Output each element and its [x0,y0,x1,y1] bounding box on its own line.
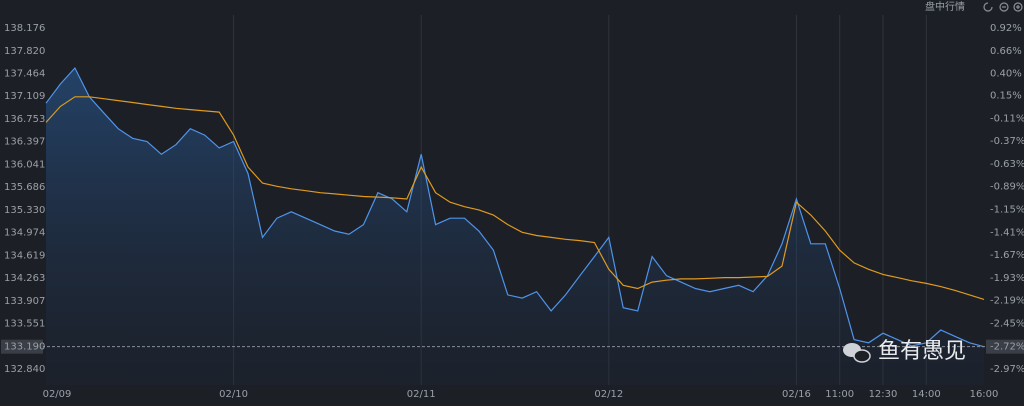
price-line [45,66,985,348]
x-tick-label: 02/10 [219,389,248,400]
y2-tick-label: 0.66% [990,46,1022,57]
last-pct-label: -2.72% [990,342,1024,353]
y2-tick-label: -2.19% [990,296,1024,307]
wechat-icon [843,343,871,363]
y-tick-label: 135.686 [4,182,45,193]
x-tick-label: 02/12 [594,389,623,400]
y-tick-label: 135.330 [4,205,45,216]
y-tick-label: 133.907 [4,296,45,307]
mode-label[interactable]: 盘中行情 [925,0,965,13]
x-tick-label: 14:00 [912,389,941,400]
toolbar-icons[interactable] [983,2,1023,12]
y-tick-label: 134.974 [4,228,45,239]
last-price-label: 133.190 [4,342,45,353]
y2-tick-label: -2.45% [990,318,1024,329]
y-tick-label: 136.753 [4,114,45,125]
y-tick-label: 136.041 [4,159,45,170]
y2-tick-label: -1.41% [990,227,1024,238]
x-tick-label: 02/16 [782,389,811,400]
y-tick-label: 137.109 [4,91,45,102]
y-tick-label: 137.820 [4,46,45,57]
y2-tick-label: -2.97% [990,364,1024,375]
y2-tick-label: -1.93% [990,273,1024,284]
y-tick-label: 134.619 [4,250,45,261]
y-tick-label: 134.263 [4,273,45,284]
price-area [46,68,984,385]
x-tick-label: 02/11 [407,389,436,400]
y-tick-label: 133.551 [4,319,45,330]
y2-tick-label: -0.63% [990,159,1024,170]
last-pct-box [986,339,1024,354]
x-tick-label: 02/09 [43,389,72,400]
y-tick-label: 138.176 [4,23,45,34]
y2-tick-label: -0.11% [990,113,1024,124]
y-tick-label: 137.464 [4,69,45,80]
y-tick-label: 132.840 [4,364,45,375]
y2-tick-label: 0.92% [990,23,1022,34]
y2-tick-label: -0.89% [990,182,1024,193]
y2-tick-label: -0.37% [990,136,1024,147]
y2-tick-label: 0.15% [990,91,1022,102]
x-tick-label: 11:00 [825,389,854,400]
watermark: 鱼有愚见 [878,339,966,364]
y2-tick-label: -1.15% [990,204,1024,215]
y2-tick-label: 0.40% [990,69,1022,80]
y2-tick-label: -1.67% [990,250,1024,261]
x-tick-label: 12:30 [869,389,898,400]
last-price-box [1,339,43,354]
average-line [45,96,985,300]
x-tick-label: 16:00 [970,389,999,400]
y-tick-label: 136.397 [4,137,45,148]
